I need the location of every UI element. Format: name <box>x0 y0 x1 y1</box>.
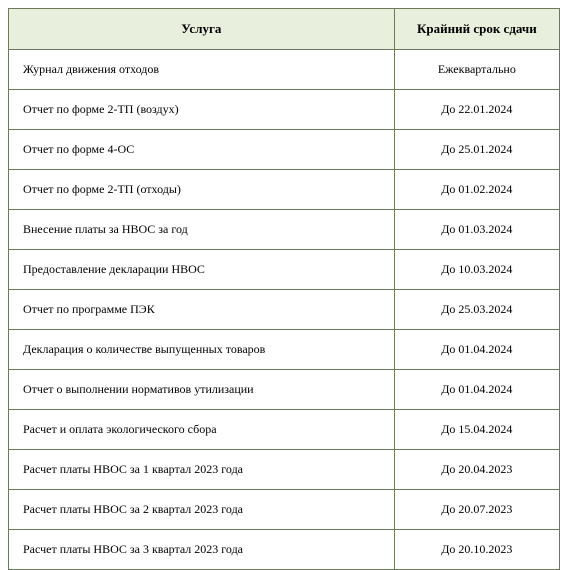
cell-deadline: До 01.03.2024 <box>394 210 559 250</box>
cell-service: Расчет платы НВОС за 1 квартал 2023 года <box>9 450 395 490</box>
cell-service: Отчет по программе ПЭК <box>9 290 395 330</box>
cell-service: Предоставление декларации НВОС <box>9 250 395 290</box>
table-row: Отчет по форме 4-ОС До 25.01.2024 <box>9 130 560 170</box>
table-row: Декларация о количестве выпущенных товар… <box>9 330 560 370</box>
cell-service: Внесение платы за НВОС за год <box>9 210 395 250</box>
cell-deadline: До 20.10.2023 <box>394 530 559 570</box>
cell-deadline: До 25.03.2024 <box>394 290 559 330</box>
cell-deadline: До 01.04.2024 <box>394 370 559 410</box>
cell-service: Журнал движения отходов <box>9 50 395 90</box>
table-row: Журнал движения отходов Ежеквартально <box>9 50 560 90</box>
cell-service: Отчет по форме 2-ТП (отходы) <box>9 170 395 210</box>
deadlines-table: Услуга Крайний срок сдачи Журнал движени… <box>8 8 560 570</box>
cell-deadline: До 25.01.2024 <box>394 130 559 170</box>
cell-deadline: До 22.01.2024 <box>394 90 559 130</box>
cell-service: Отчет по форме 2-ТП (воздух) <box>9 90 395 130</box>
table-row: Отчет по программе ПЭК До 25.03.2024 <box>9 290 560 330</box>
cell-service: Отчет по форме 4-ОС <box>9 130 395 170</box>
header-deadline: Крайний срок сдачи <box>394 9 559 50</box>
table-row: Предоставление декларации НВОС До 10.03.… <box>9 250 560 290</box>
table-row: Расчет платы НВОС за 3 квартал 2023 года… <box>9 530 560 570</box>
cell-service: Расчет и оплата экологического сбора <box>9 410 395 450</box>
cell-deadline: До 10.03.2024 <box>394 250 559 290</box>
table-row: Отчет по форме 2-ТП (отходы) До 01.02.20… <box>9 170 560 210</box>
cell-service: Декларация о количестве выпущенных товар… <box>9 330 395 370</box>
cell-deadline: До 20.07.2023 <box>394 490 559 530</box>
table-row: Внесение платы за НВОС за год До 01.03.2… <box>9 210 560 250</box>
header-service: Услуга <box>9 9 395 50</box>
cell-deadline: До 20.04.2023 <box>394 450 559 490</box>
cell-deadline: До 15.04.2024 <box>394 410 559 450</box>
table-row: Расчет платы НВОС за 2 квартал 2023 года… <box>9 490 560 530</box>
cell-deadline: До 01.02.2024 <box>394 170 559 210</box>
table-header-row: Услуга Крайний срок сдачи <box>9 9 560 50</box>
cell-service: Расчет платы НВОС за 2 квартал 2023 года <box>9 490 395 530</box>
cell-service: Отчет о выполнении нормативов утилизации <box>9 370 395 410</box>
cell-service: Расчет платы НВОС за 3 квартал 2023 года <box>9 530 395 570</box>
cell-deadline: До 01.04.2024 <box>394 330 559 370</box>
cell-deadline: Ежеквартально <box>394 50 559 90</box>
table-row: Расчет и оплата экологического сбора До … <box>9 410 560 450</box>
table-row: Расчет платы НВОС за 1 квартал 2023 года… <box>9 450 560 490</box>
table-row: Отчет по форме 2-ТП (воздух) До 22.01.20… <box>9 90 560 130</box>
table-row: Отчет о выполнении нормативов утилизации… <box>9 370 560 410</box>
